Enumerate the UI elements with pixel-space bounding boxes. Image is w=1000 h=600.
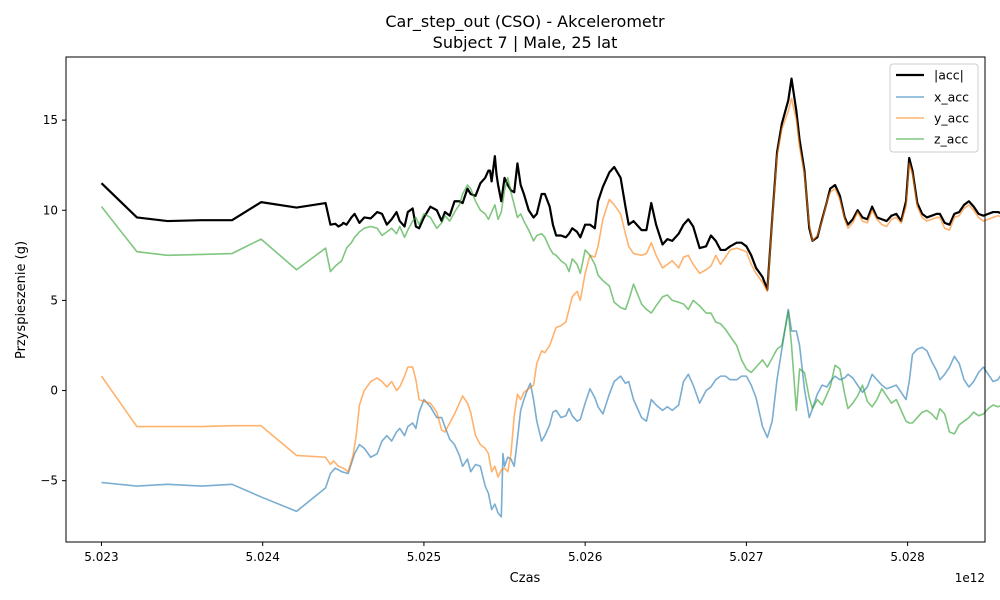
y-tick-label: −5 [40, 474, 58, 488]
x-tick-label: 5.027 [729, 550, 763, 564]
y-tick-label: 15 [43, 113, 58, 127]
y-axis-label: Przyspieszenie (g) [14, 241, 29, 359]
x-tick-label: 5.024 [246, 550, 280, 564]
series-line-zacc [100, 177, 1000, 435]
legend-label: x_acc [934, 90, 969, 105]
legend: |acc| x_acc y_acc z_acc [889, 63, 979, 153]
x-tick-label: 5.026 [568, 550, 602, 564]
x-axis-label: Czas [510, 571, 541, 586]
legend-label: |acc| [934, 68, 964, 83]
x-tick-label: 5.025 [407, 550, 441, 564]
x-axis-offset-label: 1e12 [955, 571, 985, 585]
legend-entry: x_acc [896, 90, 969, 105]
series-line-acc [100, 77, 1000, 291]
y-tick-label: 10 [43, 203, 58, 217]
legend-entry: |acc| [896, 68, 964, 83]
legend-entry: y_acc [896, 111, 969, 126]
y-tick-label: 0 [50, 384, 58, 398]
x-tick-label: 5.023 [84, 550, 118, 564]
legend-label: y_acc [934, 111, 969, 126]
y-tick-label: 5 [50, 293, 58, 307]
legend-entry: z_acc [896, 132, 968, 147]
chart-title: Car_step_out (CSO) - Akcelerometr [385, 12, 665, 32]
x-tick-label: 5.028 [890, 550, 924, 564]
y-axis-ticks: −5 0 5 10 15 [40, 113, 66, 488]
chart-subtitle: Subject 7 | Male, 25 lat [433, 33, 618, 52]
series-line-xacc [101, 308, 1000, 518]
plot-lines [100, 77, 1000, 518]
x-axis-ticks: 5.023 5.024 5.025 5.026 5.027 5.028 [84, 542, 925, 564]
plot-frame [65, 56, 986, 543]
series-line-yacc [100, 97, 1000, 478]
legend-box [889, 63, 979, 153]
legend-label: z_acc [934, 132, 968, 147]
